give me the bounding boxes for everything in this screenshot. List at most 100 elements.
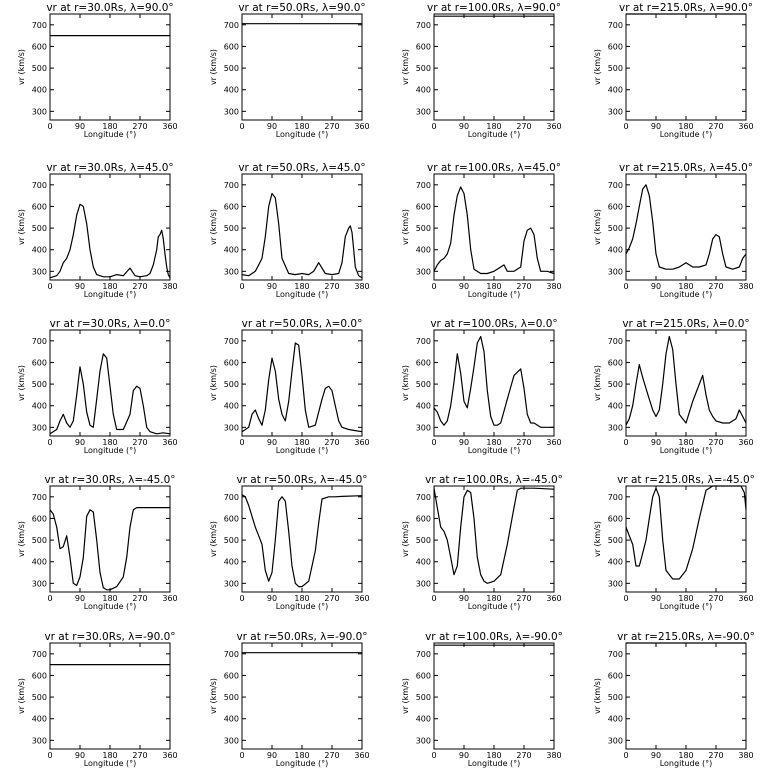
panel-5-2: vr at r=50.0Rs, λ=-90.0° 0 90 180 270 360 300 4… (209, 631, 370, 768)
x-tick-label: 180 (294, 751, 309, 760)
series-line (49, 507, 170, 591)
x-tick-label: 270 (132, 282, 147, 291)
x-tick-label: 0 (47, 438, 52, 447)
x-tick-label: 0 (431, 122, 436, 131)
x-axis-label: Longitude (°) (276, 759, 329, 768)
x-tick-label: 180 (678, 438, 693, 447)
y-axis-label: vr (km/s) (17, 678, 26, 714)
y-tick-label: 600 (608, 42, 623, 51)
x-tick-label: 360 (354, 594, 369, 603)
y-tick-label: 700 (608, 181, 623, 190)
y-tick-label: 300 (224, 267, 239, 276)
panel-title: vr at r=50.0Rs, λ=-90.0° (236, 631, 367, 643)
y-tick-label: 500 (224, 536, 239, 545)
x-axis-label: Longitude (°) (276, 446, 329, 455)
y-tick-label: 300 (224, 579, 239, 588)
x-tick-label: 90 (75, 751, 85, 760)
y-tick-label: 500 (32, 64, 47, 73)
y-tick-label: 700 (224, 493, 239, 502)
y-tick-label: 600 (32, 202, 47, 211)
panel-2-4: vr at r=215.0Rs, λ=45.0° 0 90 180 270 380 300 4… (593, 162, 754, 299)
panel-title: vr at r=100.0Rs, λ=-45.0° (425, 474, 563, 486)
plot-frame (625, 13, 747, 121)
x-tick-label: 90 (459, 122, 469, 131)
y-tick-label: 700 (224, 337, 239, 346)
x-tick-label: 0 (47, 594, 52, 603)
y-tick-label: 400 (32, 558, 47, 567)
x-tick-label: 0 (47, 282, 52, 291)
panel-4-2: vr at r=50.0Rs, λ=-45.0° 0 90 180 270 360 300 4… (209, 474, 370, 611)
x-tick-label: 90 (75, 282, 85, 291)
y-tick-label: 700 (224, 21, 239, 30)
y-tick-label: 700 (416, 181, 431, 190)
panel-1-1: vr at r=30.0Rs, λ=90.0° 0 90 180 270 360 300 40… (17, 2, 178, 139)
y-tick-label: 500 (224, 380, 239, 389)
x-tick-label: 90 (267, 594, 277, 603)
x-tick-label: 270 (324, 594, 339, 603)
x-axis-label: Longitude (°) (84, 130, 137, 139)
y-tick-label: 600 (416, 671, 431, 680)
series-line (241, 192, 363, 279)
plot-frame (49, 13, 171, 121)
panel-title: vr at r=30.0Rs, λ=45.0° (46, 162, 173, 174)
panel-1-2: vr at r=50.0Rs, λ=90.0° 0 90 180 270 360 300 40… (209, 2, 370, 139)
y-tick-label: 600 (416, 358, 431, 367)
x-tick-label: 90 (267, 282, 277, 291)
series-line (433, 487, 555, 584)
y-tick-label: 500 (416, 693, 431, 702)
y-tick-label: 500 (224, 224, 239, 233)
panel-title: vr at r=50.0Rs, λ=45.0° (238, 162, 365, 174)
x-tick-label: 180 (486, 122, 501, 131)
x-tick-label: 90 (75, 438, 85, 447)
y-axis-label: vr (km/s) (401, 49, 410, 85)
y-tick-label: 500 (608, 380, 623, 389)
x-axis-label: Longitude (°) (468, 290, 521, 299)
x-tick-label: 180 (294, 438, 309, 447)
y-tick-label: 700 (416, 21, 431, 30)
x-tick-label: 270 (132, 438, 147, 447)
series-line (49, 203, 171, 279)
plot-frame (241, 173, 363, 281)
x-tick-label: 180 (486, 594, 501, 603)
y-tick-label: 400 (416, 715, 431, 724)
y-tick-label: 600 (32, 42, 47, 51)
panel-2-3: vr at r=100.0Rs, λ=45.0° 0 90 180 270 380 300 4… (401, 162, 562, 299)
plot-frame (241, 13, 363, 121)
panel-3-4: vr at r=215.0Rs, λ=0.0° 0 90 180 270 360 300 40… (593, 318, 754, 455)
x-tick-label: 0 (623, 751, 628, 760)
x-tick-label: 90 (651, 438, 661, 447)
x-tick-label: 180 (102, 594, 117, 603)
y-tick-label: 300 (416, 579, 431, 588)
y-axis-label: vr (km/s) (17, 365, 26, 401)
y-axis-label: vr (km/s) (593, 49, 602, 85)
panel-title: vr at r=100.0Rs, λ=90.0° (427, 2, 561, 14)
y-axis-label: vr (km/s) (17, 49, 26, 85)
x-tick-label: 90 (459, 594, 469, 603)
y-tick-label: 500 (32, 224, 47, 233)
series-line (241, 342, 363, 433)
y-tick-label: 600 (608, 514, 623, 523)
plot-frame (49, 173, 171, 281)
x-tick-label: 270 (516, 751, 531, 760)
x-axis-label: Longitude (°) (660, 446, 713, 455)
x-tick-label: 90 (267, 438, 277, 447)
x-tick-label: 90 (267, 122, 277, 131)
plot-frame (433, 329, 555, 437)
panel-2-2: vr at r=50.0Rs, λ=45.0° 0 90 180 270 380 300 40… (209, 162, 370, 299)
plot-frame (49, 485, 171, 593)
x-axis-label: Longitude (°) (276, 290, 329, 299)
x-tick-label: 360 (546, 438, 561, 447)
panel-title: vr at r=30.0Rs, λ=-90.0° (44, 631, 175, 643)
y-axis-label: vr (km/s) (401, 365, 410, 401)
x-tick-label: 180 (486, 438, 501, 447)
panel-title: vr at r=215.0Rs, λ=-90.0° (617, 631, 755, 643)
y-tick-label: 300 (416, 736, 431, 745)
panel-title: vr at r=30.0Rs, λ=90.0° (46, 2, 173, 14)
y-tick-label: 700 (224, 181, 239, 190)
y-tick-label: 300 (416, 267, 431, 276)
x-tick-label: 270 (324, 122, 339, 131)
y-tick-label: 400 (608, 402, 623, 411)
y-tick-label: 400 (224, 402, 239, 411)
x-tick-label: 380 (738, 282, 753, 291)
y-tick-label: 300 (32, 267, 47, 276)
